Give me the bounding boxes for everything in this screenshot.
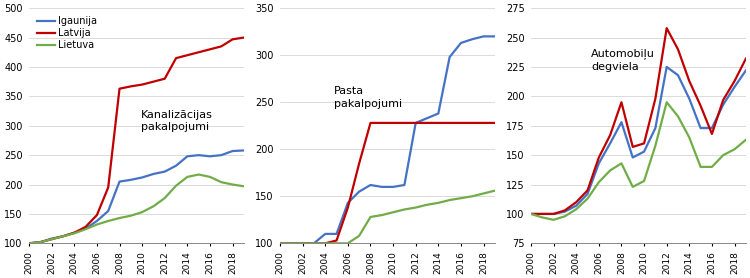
Legend: Igaunija, Latvija, Lietuva: Igaunija, Latvija, Lietuva (36, 15, 98, 51)
Text: Automobiļu
degviela: Automobiļu degviela (591, 48, 655, 71)
Text: Pasta
pakalpojumi: Pasta pakalpojumi (334, 86, 402, 109)
Text: Kanalizācijas
pakalpojumi: Kanalizācijas pakalpojumi (141, 110, 213, 132)
